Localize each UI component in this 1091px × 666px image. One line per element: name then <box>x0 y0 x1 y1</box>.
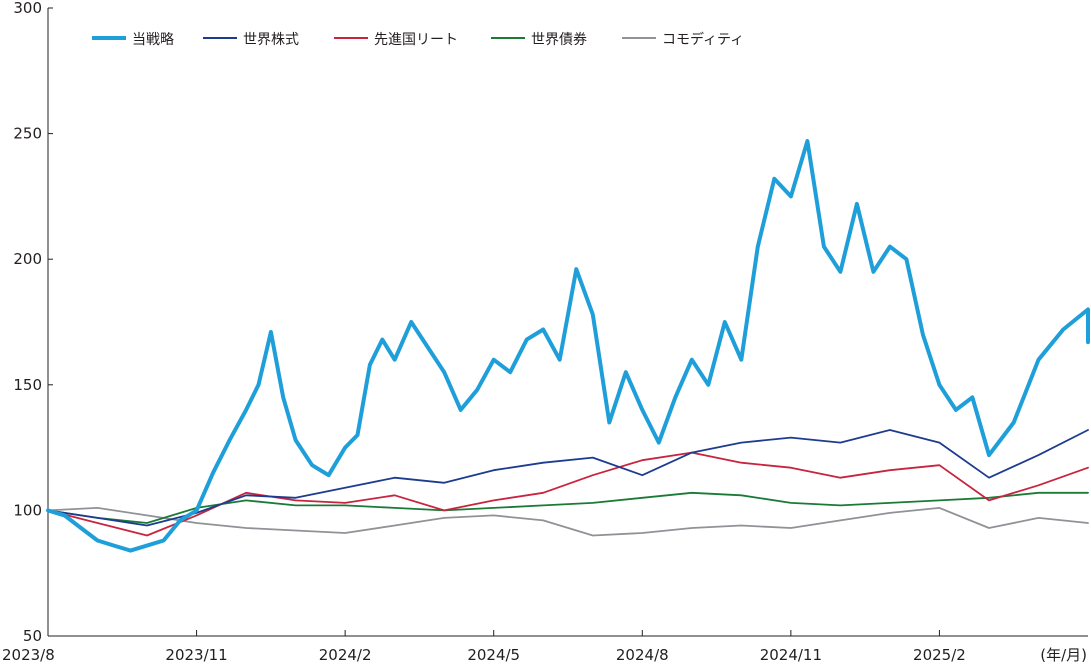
legend-label: コモディティ <box>662 31 744 48</box>
y-tick-label: 250 <box>13 125 42 143</box>
x-tick-label: 2024/11 <box>760 646 822 664</box>
x-tick-label: 2024/8 <box>616 646 669 664</box>
y-tick-label: 50 <box>23 627 42 645</box>
x-tick-label: 2023/11 <box>165 646 227 664</box>
series-line-0 <box>46 139 1090 553</box>
y-tick-label: 100 <box>13 501 42 519</box>
y-tick-label: 150 <box>13 376 42 394</box>
series-line-4 <box>47 506 1089 537</box>
x-axis-unit-label: (年/月) <box>1040 646 1087 664</box>
x-tick-label: 2024/5 <box>467 646 520 664</box>
legend-label: 当戦略 <box>132 32 174 48</box>
x-tick-label: 2024/2 <box>319 646 372 664</box>
y-tick-label: 300 <box>13 0 42 17</box>
x-tick-label: 2025/2 <box>913 646 966 664</box>
legend-label: 世界債券 <box>531 32 587 48</box>
legend-label: 先進国リート <box>374 32 458 48</box>
series-layer <box>46 139 1090 553</box>
series-line-1 <box>47 429 1089 527</box>
y-tick-label: 200 <box>13 250 42 268</box>
x-tick-label: 2023/8 <box>2 646 55 664</box>
legend: 当戦略 世界株式 先進国リート 世界債券 コモディティ <box>92 31 744 48</box>
legend-label: 世界株式 <box>243 32 299 48</box>
